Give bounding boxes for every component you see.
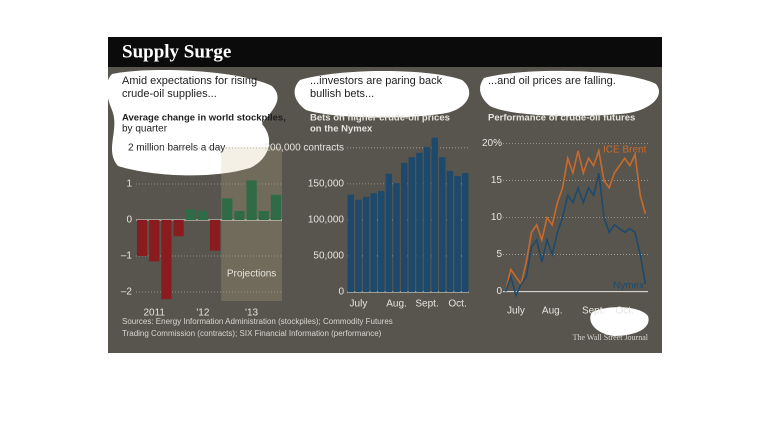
subtitle: Performance of crude-oil futures bbox=[488, 113, 635, 124]
bar bbox=[234, 211, 245, 220]
blob bbox=[480, 70, 659, 116]
y-tick-label: 5 bbox=[496, 249, 502, 260]
x-tick-label: July bbox=[507, 306, 525, 317]
bar bbox=[347, 194, 355, 292]
y-tick-label: 20% bbox=[482, 138, 502, 149]
bar bbox=[362, 196, 370, 292]
credit: The Wall Street Journal bbox=[573, 333, 649, 342]
subtitle: Average change in world stockpiles, bbox=[122, 113, 286, 124]
bar bbox=[370, 193, 377, 292]
projection-label: Projections bbox=[227, 269, 276, 280]
blob bbox=[590, 307, 649, 336]
bar bbox=[393, 183, 400, 292]
y-tick-label: 1 bbox=[126, 179, 132, 190]
headline: Amid expectations for rising bbox=[122, 75, 257, 87]
bar bbox=[446, 170, 454, 292]
x-tick-label: Aug. bbox=[386, 299, 407, 310]
y-tick-label: 0 bbox=[126, 215, 132, 226]
y-tick-label: 0 bbox=[496, 286, 502, 297]
y-tick-label: 50,000 bbox=[313, 251, 344, 262]
y-tick-label: 10 bbox=[491, 212, 503, 223]
bar bbox=[461, 173, 469, 292]
bar bbox=[454, 175, 461, 292]
bar bbox=[246, 180, 257, 220]
x-tick-label: '12 bbox=[196, 308, 209, 319]
series-label: Nymex bbox=[613, 281, 644, 292]
y-tick-label: 15 bbox=[491, 175, 503, 186]
headline: ...and oil prices are falling. bbox=[488, 75, 616, 87]
y-tick-label: 0 bbox=[338, 287, 344, 298]
headline: crude-oil supplies... bbox=[122, 88, 217, 100]
x-tick-label: 2011 bbox=[143, 308, 165, 319]
bar bbox=[408, 157, 416, 292]
x-tick-label: Oct. bbox=[616, 306, 634, 317]
bar bbox=[270, 194, 282, 220]
x-tick-label: Sept. bbox=[415, 299, 438, 310]
x-tick-label: July bbox=[350, 299, 368, 310]
bar bbox=[431, 137, 438, 292]
bar bbox=[416, 152, 423, 292]
blob bbox=[294, 71, 470, 118]
bar bbox=[173, 220, 184, 237]
y-tick-label: 2 million barrels a day bbox=[128, 143, 225, 154]
header-title: Supply Surge bbox=[122, 41, 231, 62]
bar bbox=[209, 220, 221, 251]
bar bbox=[161, 220, 172, 300]
y-tick-label: 150,000 bbox=[308, 179, 345, 190]
y-tick-label: –1 bbox=[121, 251, 133, 262]
y-tick-label: 100,000 bbox=[308, 215, 345, 226]
subtitle-note: by quarter bbox=[122, 124, 168, 135]
source-line: Trading Commission (contracts); SIX Fina… bbox=[122, 329, 382, 338]
projection-shade bbox=[221, 147, 282, 301]
series-label: ICE Brent bbox=[603, 145, 647, 156]
line bbox=[504, 147, 647, 292]
subtitle: on the Nymex bbox=[310, 124, 373, 135]
bar bbox=[385, 173, 393, 292]
header-bar bbox=[108, 37, 662, 67]
y-tick-label: –2 bbox=[121, 287, 133, 298]
bar bbox=[136, 220, 148, 256]
bar bbox=[222, 198, 233, 220]
line bbox=[504, 172, 647, 298]
bar bbox=[258, 211, 269, 220]
x-tick-label: '13 bbox=[245, 308, 258, 319]
x-tick-label: Aug. bbox=[542, 306, 563, 317]
x-tick-label: Oct. bbox=[448, 299, 466, 310]
bar bbox=[355, 199, 362, 292]
blob bbox=[106, 70, 278, 176]
headline: bullish bets... bbox=[310, 88, 374, 100]
x-tick-label: Sept. bbox=[582, 306, 605, 317]
bar bbox=[185, 209, 196, 220]
bar bbox=[439, 157, 446, 292]
bar bbox=[149, 220, 160, 262]
source-line: Sources: Energy Information Administrati… bbox=[122, 317, 393, 326]
bar bbox=[378, 191, 385, 292]
bar bbox=[423, 147, 431, 292]
bar bbox=[197, 211, 209, 220]
headline: ...investors are paring back bbox=[310, 75, 443, 87]
y-tick-label: 200,000 contracts bbox=[265, 142, 345, 153]
bar bbox=[400, 162, 408, 292]
subtitle: Bets on higher crude-oil prices bbox=[310, 113, 450, 124]
